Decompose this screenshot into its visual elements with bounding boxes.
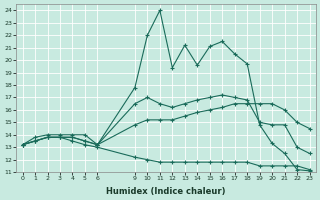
X-axis label: Humidex (Indice chaleur): Humidex (Indice chaleur) (106, 187, 226, 196)
